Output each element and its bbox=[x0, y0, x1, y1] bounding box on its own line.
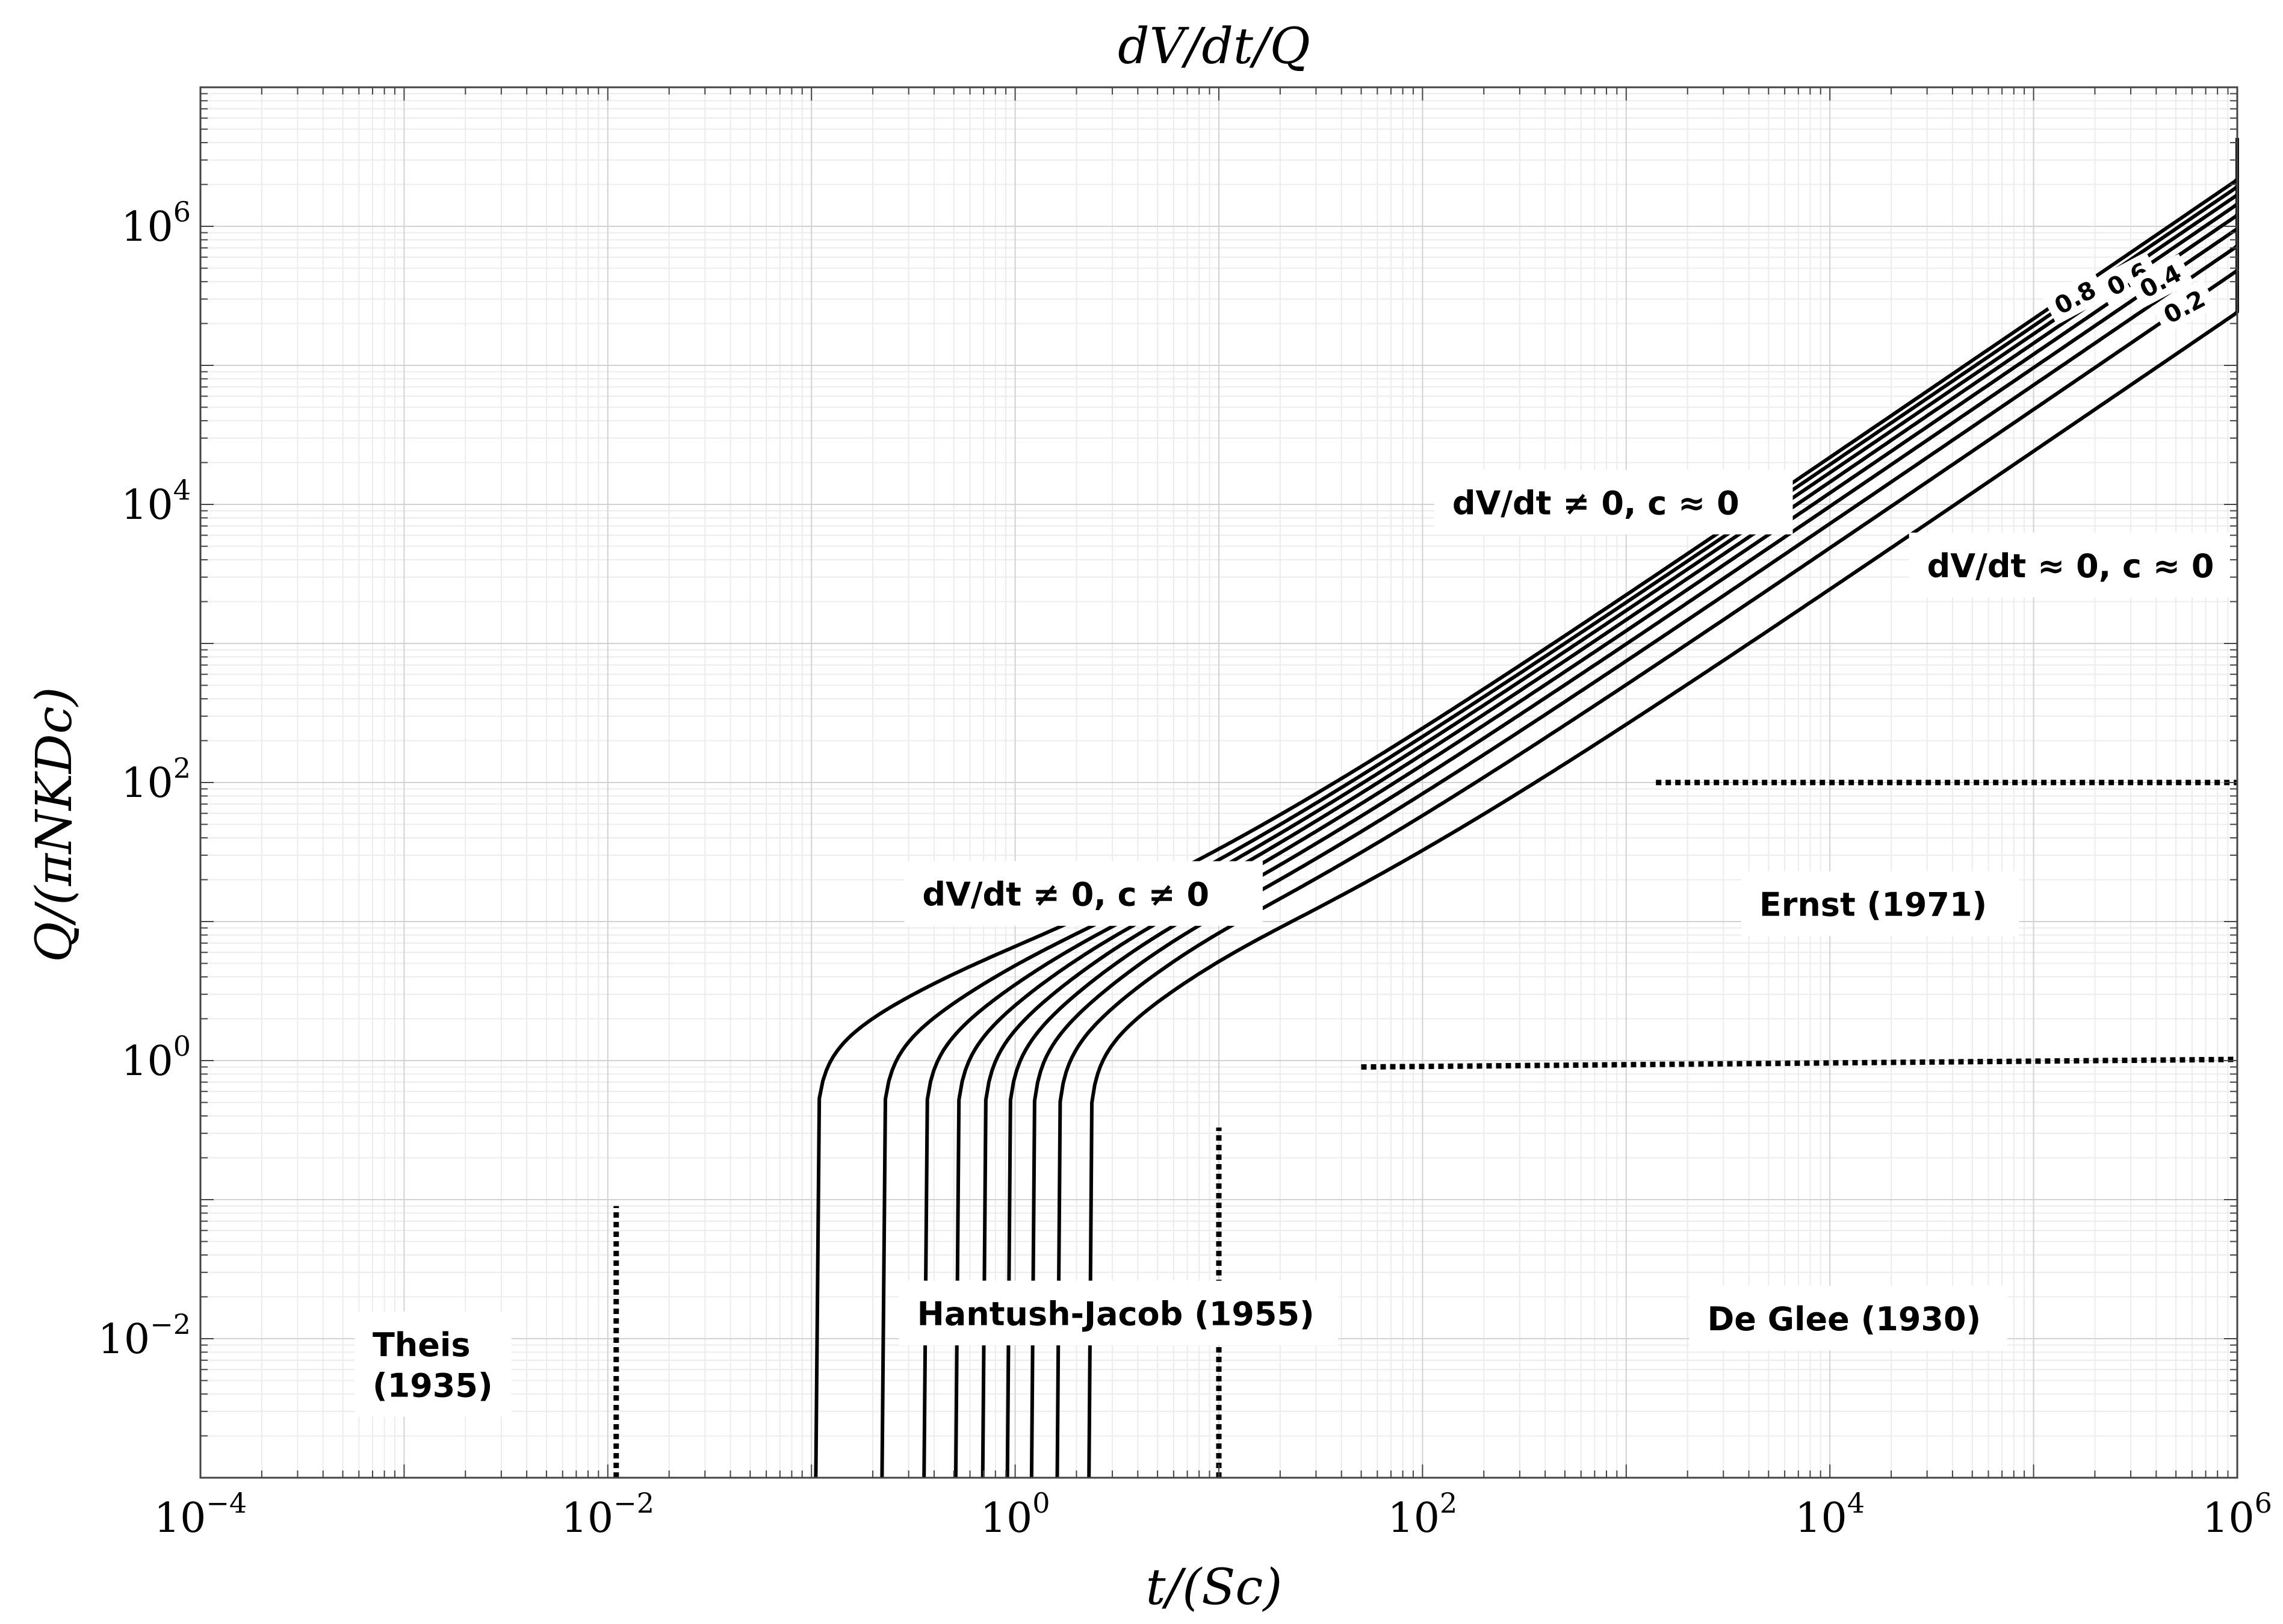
y-tick-labels: 10−2 100 102 104 106 bbox=[98, 196, 191, 1363]
x-tick-label: 10−2 bbox=[562, 1487, 654, 1542]
y-tick-label: 102 bbox=[121, 752, 191, 807]
region-label-line: dV/dt ≠ 0, c ≠ 0 bbox=[922, 876, 1209, 914]
region-label-line: Theis bbox=[373, 1326, 471, 1364]
y-axis-label: Q/(πNKDc) bbox=[26, 687, 83, 962]
contour-label-background bbox=[2127, 253, 2194, 309]
region-de-glee: De Glee (1930) bbox=[1689, 1285, 2008, 1351]
contour-labels: 0.8 0.60.40.2 bbox=[2042, 252, 2217, 335]
region-dvdt-approx0-c-approx0: dV/dt ≈ 0, c ≈ 0 bbox=[1909, 532, 2268, 598]
x-tick-label: 100 bbox=[980, 1487, 1050, 1542]
region-label-line: De Glee (1930) bbox=[1707, 1300, 1981, 1338]
x-tick-label: 106 bbox=[2202, 1487, 2272, 1542]
axis-ticks bbox=[200, 87, 2237, 1478]
contour-label-background bbox=[2151, 279, 2217, 335]
chart-title: dV/dt/Q bbox=[1118, 18, 1310, 75]
contour-label-background bbox=[2042, 270, 2108, 325]
region-label-background bbox=[354, 1311, 512, 1417]
region-label-background bbox=[899, 1280, 1339, 1346]
region-label-background bbox=[1909, 532, 2268, 598]
region-label-line: (1935) bbox=[373, 1366, 493, 1404]
y-tick-label: 10−2 bbox=[98, 1308, 191, 1363]
x-axis-label: t/(Sc) bbox=[1146, 1559, 1283, 1616]
region-theis: Theis(1935) bbox=[354, 1311, 512, 1417]
region-label-background bbox=[1741, 871, 2019, 936]
y-tick-label: 100 bbox=[121, 1030, 191, 1085]
x-tick-label: 10−4 bbox=[154, 1487, 247, 1542]
region-ernst: Ernst (1971) bbox=[1741, 871, 2019, 936]
contour-label-background bbox=[2095, 252, 2161, 307]
y-tick-label: 106 bbox=[121, 196, 191, 251]
region-dvdt-ne0-c-approx0: dV/dt ≠ 0, c ≈ 0 bbox=[1434, 470, 1793, 535]
contour-line bbox=[1087, 270, 2239, 1478]
x-tick-label: 102 bbox=[1387, 1487, 1457, 1542]
region-label-background bbox=[1434, 470, 1793, 535]
region-label-line: Ernst (1971) bbox=[1759, 885, 1987, 923]
region-hantush-jacob: Hantush-Jacob (1955) bbox=[899, 1280, 1339, 1346]
region-label-background bbox=[904, 861, 1263, 926]
region-label-background bbox=[1689, 1285, 2008, 1351]
deglee-boundary bbox=[1361, 1056, 2238, 1070]
region-dvdt-ne0-c-ne0: dV/dt ≠ 0, c ≠ 0 bbox=[904, 861, 1263, 926]
region-labels: Theis(1935) Hantush-Jacob (1955) De Glee (… bbox=[354, 470, 2268, 1417]
y-tick-label: 104 bbox=[121, 474, 191, 529]
region-label-line: dV/dt ≠ 0, c ≈ 0 bbox=[1452, 484, 1739, 522]
region-label-line: Hantush-Jacob (1955) bbox=[917, 1295, 1315, 1333]
region-label-line: dV/dt ≈ 0, c ≈ 0 bbox=[1927, 547, 2214, 585]
x-tick-label: 104 bbox=[1795, 1487, 1865, 1542]
contour-line bbox=[1055, 229, 2239, 1478]
x-tick-labels: 10−4 10−2 100 102 104 106 bbox=[154, 1487, 2272, 1542]
